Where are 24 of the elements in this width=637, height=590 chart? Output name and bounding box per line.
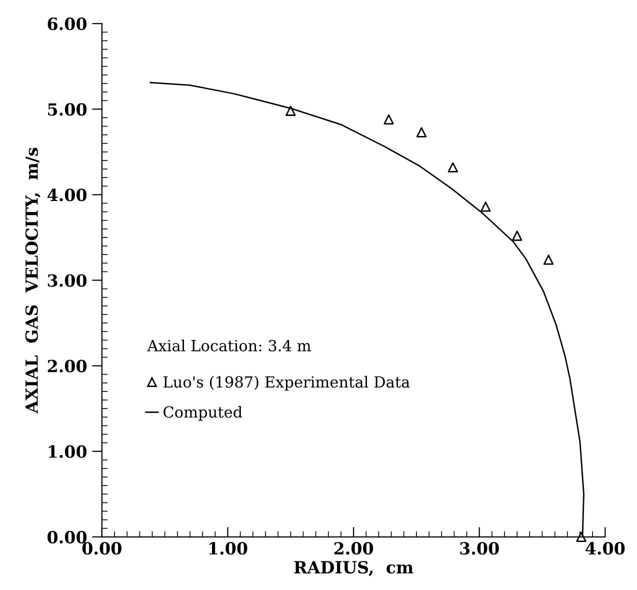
point — [543, 254, 554, 265]
y-tick-label: 6.00 — [48, 18, 87, 30]
x-tick-label: 3.00 — [460, 542, 499, 555]
point — [286, 106, 296, 116]
x-tick-label: 4.00 — [586, 542, 625, 555]
point — [448, 162, 458, 172]
x-axis-title: RADIUS, cm — [294, 560, 414, 576]
y-tick-label: 3.00 — [48, 274, 87, 287]
point — [480, 202, 491, 212]
legend-label: Computed — [164, 406, 242, 421]
y-tick-label: 1.00 — [48, 445, 87, 458]
legend-label: Luo's (1987) Experimental Data — [164, 376, 410, 391]
x-tick-label: 2.00 — [334, 542, 374, 555]
y-tick-label: 2.00 — [48, 360, 87, 372]
x-tick-label: 1.00 — [209, 542, 248, 555]
y-tick-label: 5.00 — [48, 103, 87, 116]
y-axis-title: AXIAL GAS VELOCITY, m/s — [25, 148, 40, 414]
x-tick-label: 0.00 — [82, 542, 122, 555]
point — [512, 230, 522, 241]
y-tick-label: 0.00 — [48, 530, 87, 544]
point — [384, 114, 394, 125]
point — [416, 127, 427, 138]
y-tick-label: 4.00 — [47, 188, 87, 202]
annotation: Axial Location: 3.4 m — [147, 340, 311, 352]
